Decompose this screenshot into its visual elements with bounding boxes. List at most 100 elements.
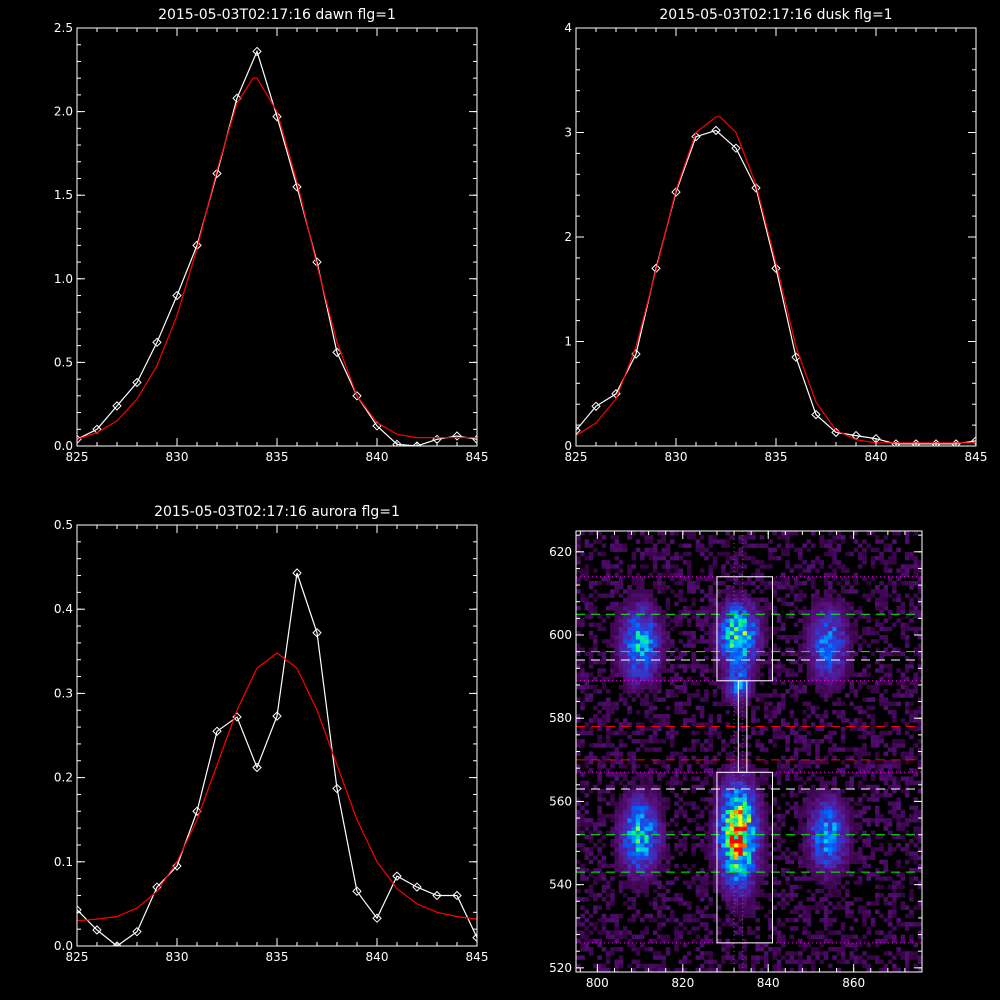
data-point-marker <box>92 925 102 935</box>
line-panel-0: 825 830 835 840 845 0.0 0.5 1.0 1.5 2.0 2.5 2015-05… <box>54 7 489 464</box>
x-tick-label: 835 <box>266 950 289 964</box>
y-tick-label: 0.2 <box>54 771 73 785</box>
data-point-marker <box>412 441 422 446</box>
y-tick-label: 1 <box>564 335 572 349</box>
data-point-marker <box>711 125 721 136</box>
data-point-marker <box>292 182 302 192</box>
data-point-marker <box>352 886 362 896</box>
data-point-marker <box>252 762 262 773</box>
data-point-marker <box>132 377 142 388</box>
data-point-marker <box>771 263 781 274</box>
data-point-marker <box>272 111 282 122</box>
y-tick-label: 600 <box>549 628 572 642</box>
panel-title: 2015-05-03T02:17:16 aurora flg=1 <box>154 504 400 520</box>
x-tick-label: 835 <box>266 450 289 464</box>
y-tick-label: 520 <box>549 961 572 975</box>
x-tick-label: 830 <box>166 450 189 464</box>
data-point-marker <box>112 401 122 411</box>
data-point-marker <box>192 806 202 816</box>
data-point-marker <box>212 168 222 179</box>
data-series-line <box>77 49 477 446</box>
y-tick-label: 620 <box>549 545 572 559</box>
data-point-marker <box>232 712 242 722</box>
data-point-marker <box>591 401 601 411</box>
x-tick-label: 825 <box>66 450 89 464</box>
data-point-marker <box>77 905 82 915</box>
data-point-marker <box>452 431 462 441</box>
data-point-marker <box>172 290 182 301</box>
y-tick-label: 0.0 <box>54 439 73 453</box>
x-tick-label: 845 <box>965 450 988 464</box>
y-tick-label: 0 <box>564 439 572 453</box>
fit-curve-line <box>77 652 477 922</box>
data-point-marker <box>372 913 382 923</box>
y-tick-label: 0.4 <box>54 602 73 616</box>
data-series-line <box>576 129 976 445</box>
y-tick-label: 0.5 <box>54 518 73 532</box>
data-point-marker <box>731 143 741 153</box>
y-tick-label: 1.0 <box>54 272 73 286</box>
data-point-marker <box>92 424 102 434</box>
y-tick-label: 1.5 <box>54 188 73 202</box>
x-tick-label: 820 <box>671 976 694 990</box>
data-point-marker <box>751 183 761 193</box>
data-point-marker <box>272 711 282 721</box>
x-tick-label: 835 <box>765 450 788 464</box>
image-panel: 800 820 840 860 520 540 560 580 600 620 <box>549 530 923 990</box>
data-point-marker <box>152 337 162 348</box>
data-point-marker <box>312 628 322 638</box>
y-tick-label: 0.3 <box>54 686 73 700</box>
data-series-line <box>77 572 477 946</box>
y-tick-label: 0.0 <box>54 939 73 953</box>
panel-title: 2015-05-03T02:17:16 dusk flg=1 <box>659 7 892 23</box>
y-tick-label: 2.0 <box>54 105 73 119</box>
x-tick-label: 825 <box>66 950 89 964</box>
x-tick-label: 830 <box>665 450 688 464</box>
y-tick-label: 2.5 <box>54 21 73 35</box>
x-tick-label: 840 <box>366 450 389 464</box>
data-point-marker <box>671 187 681 197</box>
data-point-marker <box>212 726 222 736</box>
x-tick-label: 845 <box>466 950 489 964</box>
data-point-marker <box>452 890 462 901</box>
x-tick-label: 825 <box>565 450 588 464</box>
line-panel-1: 825 830 835 840 845 0 1 2 3 4 2015-05-03T02:17:16 … <box>564 7 987 464</box>
data-point-marker <box>691 131 701 142</box>
data-point-marker <box>332 783 342 794</box>
data-point-marker <box>576 425 581 436</box>
y-tick-label: 540 <box>549 878 572 892</box>
x-tick-label: 860 <box>842 976 865 990</box>
region-box <box>737 680 748 773</box>
x-tick-label: 845 <box>466 450 489 464</box>
y-tick-label: 4 <box>564 21 572 35</box>
data-point-marker <box>132 926 142 937</box>
data-point-marker <box>472 932 477 943</box>
data-point-marker <box>112 941 122 946</box>
x-tick-label: 840 <box>366 950 389 964</box>
panel-title: 2015-05-03T02:17:16 dawn flg=1 <box>158 7 396 23</box>
data-point-marker <box>392 439 402 446</box>
y-tick-label: 560 <box>549 794 572 808</box>
y-tick-label: 0.5 <box>54 355 73 369</box>
data-point-marker <box>412 882 422 892</box>
data-point-marker <box>432 890 442 901</box>
data-point-marker <box>352 391 362 401</box>
y-tick-label: 580 <box>549 711 572 725</box>
y-tick-label: 3 <box>564 126 572 140</box>
x-tick-label: 840 <box>865 450 888 464</box>
data-point-marker <box>292 568 302 578</box>
y-tick-label: 2 <box>564 230 572 244</box>
data-point-marker <box>392 871 402 881</box>
line-panel-2: 825 830 835 840 845 0.0 0.1 0.2 0.3 0.4 0.5 2015-05… <box>54 504 489 964</box>
x-tick-label: 830 <box>166 950 189 964</box>
fit-curve-line <box>77 77 477 440</box>
data-point-marker <box>252 46 262 57</box>
fit-curve-line <box>576 116 976 444</box>
x-tick-label: 840 <box>757 976 780 990</box>
x-tick-label: 800 <box>586 976 609 990</box>
data-point-marker <box>811 409 821 420</box>
y-tick-label: 0.1 <box>54 855 73 869</box>
data-point-marker <box>971 436 976 446</box>
heatmap-pixels <box>576 531 923 973</box>
